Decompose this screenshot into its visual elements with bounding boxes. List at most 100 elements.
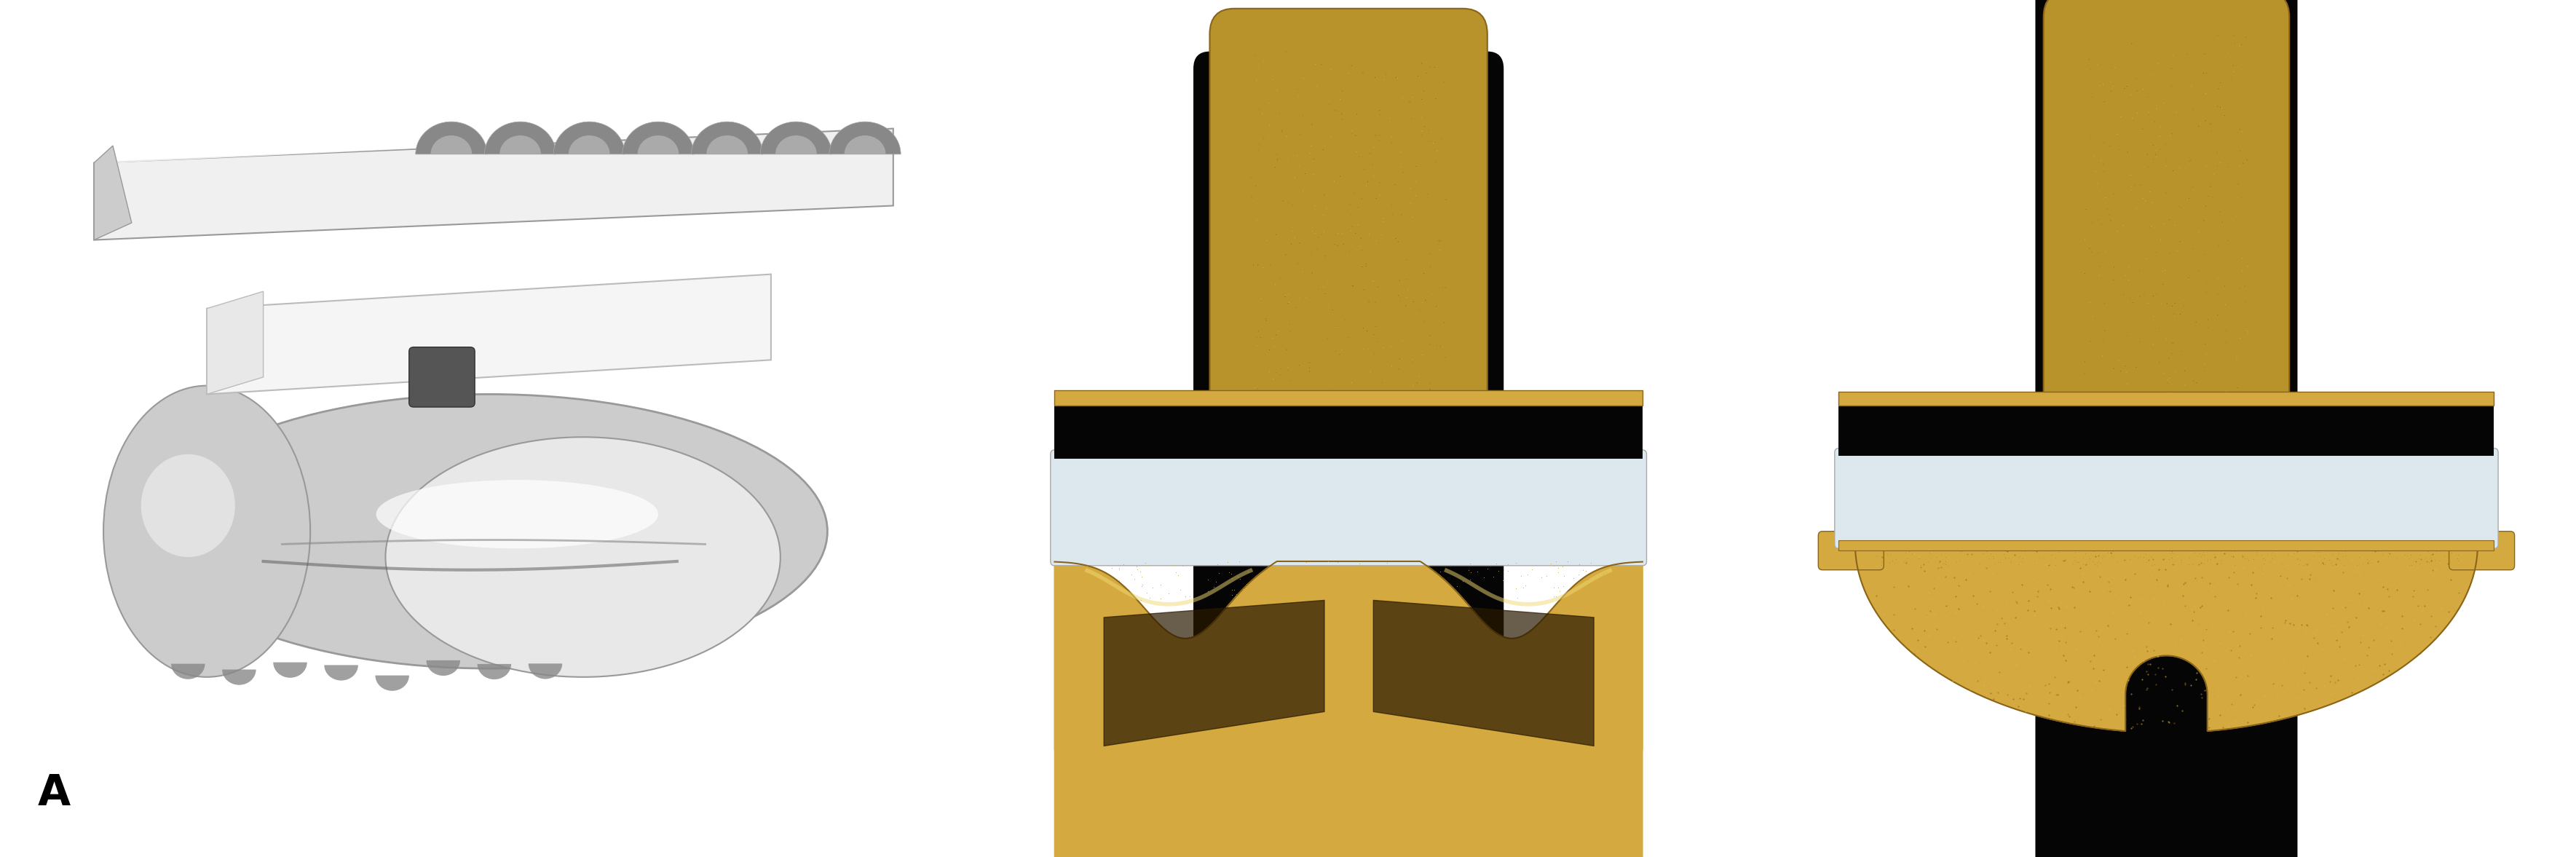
Point — [1875, 537, 1917, 551]
Point — [1103, 558, 1144, 572]
Point — [2092, 84, 2133, 98]
Point — [2221, 320, 2262, 333]
Point — [2074, 149, 2115, 163]
Point — [1267, 155, 1309, 169]
Point — [1502, 569, 1543, 583]
Point — [2148, 375, 2190, 388]
Point — [1409, 123, 1450, 137]
Point — [2280, 538, 2321, 552]
Point — [2133, 152, 2174, 165]
Point — [1113, 572, 1154, 585]
Point — [2427, 551, 2468, 565]
Point — [1363, 341, 1404, 355]
Point — [1587, 582, 1628, 596]
Point — [2110, 221, 2151, 235]
Point — [2272, 546, 2313, 560]
Point — [2061, 543, 2102, 557]
Point — [1097, 592, 1139, 606]
Point — [2076, 555, 2117, 569]
Point — [2318, 556, 2360, 570]
Point — [2409, 550, 2450, 564]
Point — [2081, 154, 2123, 168]
Point — [1376, 232, 1417, 246]
Point — [1267, 361, 1309, 375]
Point — [2094, 187, 2136, 201]
Point — [1422, 340, 1463, 354]
Point — [2069, 296, 2110, 309]
Point — [2221, 144, 2262, 158]
Point — [1288, 361, 1329, 375]
Point — [1311, 591, 1352, 605]
Point — [2409, 555, 2450, 569]
Point — [2280, 542, 2321, 555]
Point — [1340, 150, 1381, 164]
Point — [2375, 551, 2416, 565]
Point — [1360, 586, 1401, 600]
Point — [2228, 260, 2269, 273]
Point — [2105, 288, 2146, 302]
Point — [1278, 82, 1319, 96]
Point — [1479, 564, 1520, 578]
Point — [1419, 244, 1461, 258]
Point — [1352, 274, 1394, 288]
Point — [2221, 123, 2262, 136]
Point — [2226, 295, 2267, 309]
Point — [2146, 373, 2187, 387]
Point — [2241, 559, 2282, 572]
Point — [2177, 225, 2218, 238]
Point — [2187, 275, 2228, 289]
Point — [2107, 260, 2148, 273]
Point — [2197, 159, 2239, 172]
Point — [1360, 129, 1401, 142]
Point — [2092, 546, 2133, 560]
Point — [1221, 582, 1262, 596]
Point — [1538, 584, 1579, 598]
Point — [1981, 539, 2022, 553]
Point — [2110, 553, 2151, 566]
Point — [1267, 586, 1309, 600]
Point — [2169, 541, 2210, 554]
Point — [1262, 193, 1303, 207]
Point — [2298, 545, 2339, 559]
Point — [2210, 351, 2251, 365]
Point — [2056, 555, 2097, 569]
Point — [2398, 557, 2439, 571]
Point — [2156, 105, 2197, 119]
Point — [1327, 137, 1368, 151]
Point — [2092, 79, 2133, 93]
Point — [2236, 541, 2277, 554]
Point — [1381, 334, 1422, 348]
Point — [1386, 291, 1427, 304]
Point — [1291, 51, 1332, 64]
Point — [1425, 101, 1466, 115]
Point — [1314, 237, 1355, 251]
Polygon shape — [95, 146, 131, 240]
Wedge shape — [428, 660, 461, 675]
Point — [1873, 554, 1914, 567]
Point — [1401, 129, 1443, 142]
Point — [2249, 554, 2290, 568]
Point — [2179, 117, 2221, 130]
Point — [1327, 568, 1368, 582]
Point — [2210, 235, 2251, 249]
Point — [1267, 287, 1309, 301]
Point — [1450, 572, 1492, 586]
Point — [2130, 185, 2172, 199]
Point — [1401, 296, 1443, 309]
Point — [2032, 542, 2074, 555]
Point — [1260, 107, 1301, 121]
Point — [2362, 547, 2403, 560]
Point — [1334, 579, 1376, 593]
Point — [2151, 542, 2192, 555]
Point — [1502, 581, 1543, 595]
Point — [2136, 287, 2177, 301]
Point — [1383, 165, 1425, 179]
Point — [1378, 289, 1419, 303]
Point — [2329, 542, 2370, 555]
Point — [1525, 569, 1566, 583]
Point — [2045, 554, 2087, 568]
Point — [2154, 558, 2195, 572]
Point — [1406, 188, 1448, 201]
Point — [1909, 546, 1950, 560]
Ellipse shape — [376, 480, 659, 548]
